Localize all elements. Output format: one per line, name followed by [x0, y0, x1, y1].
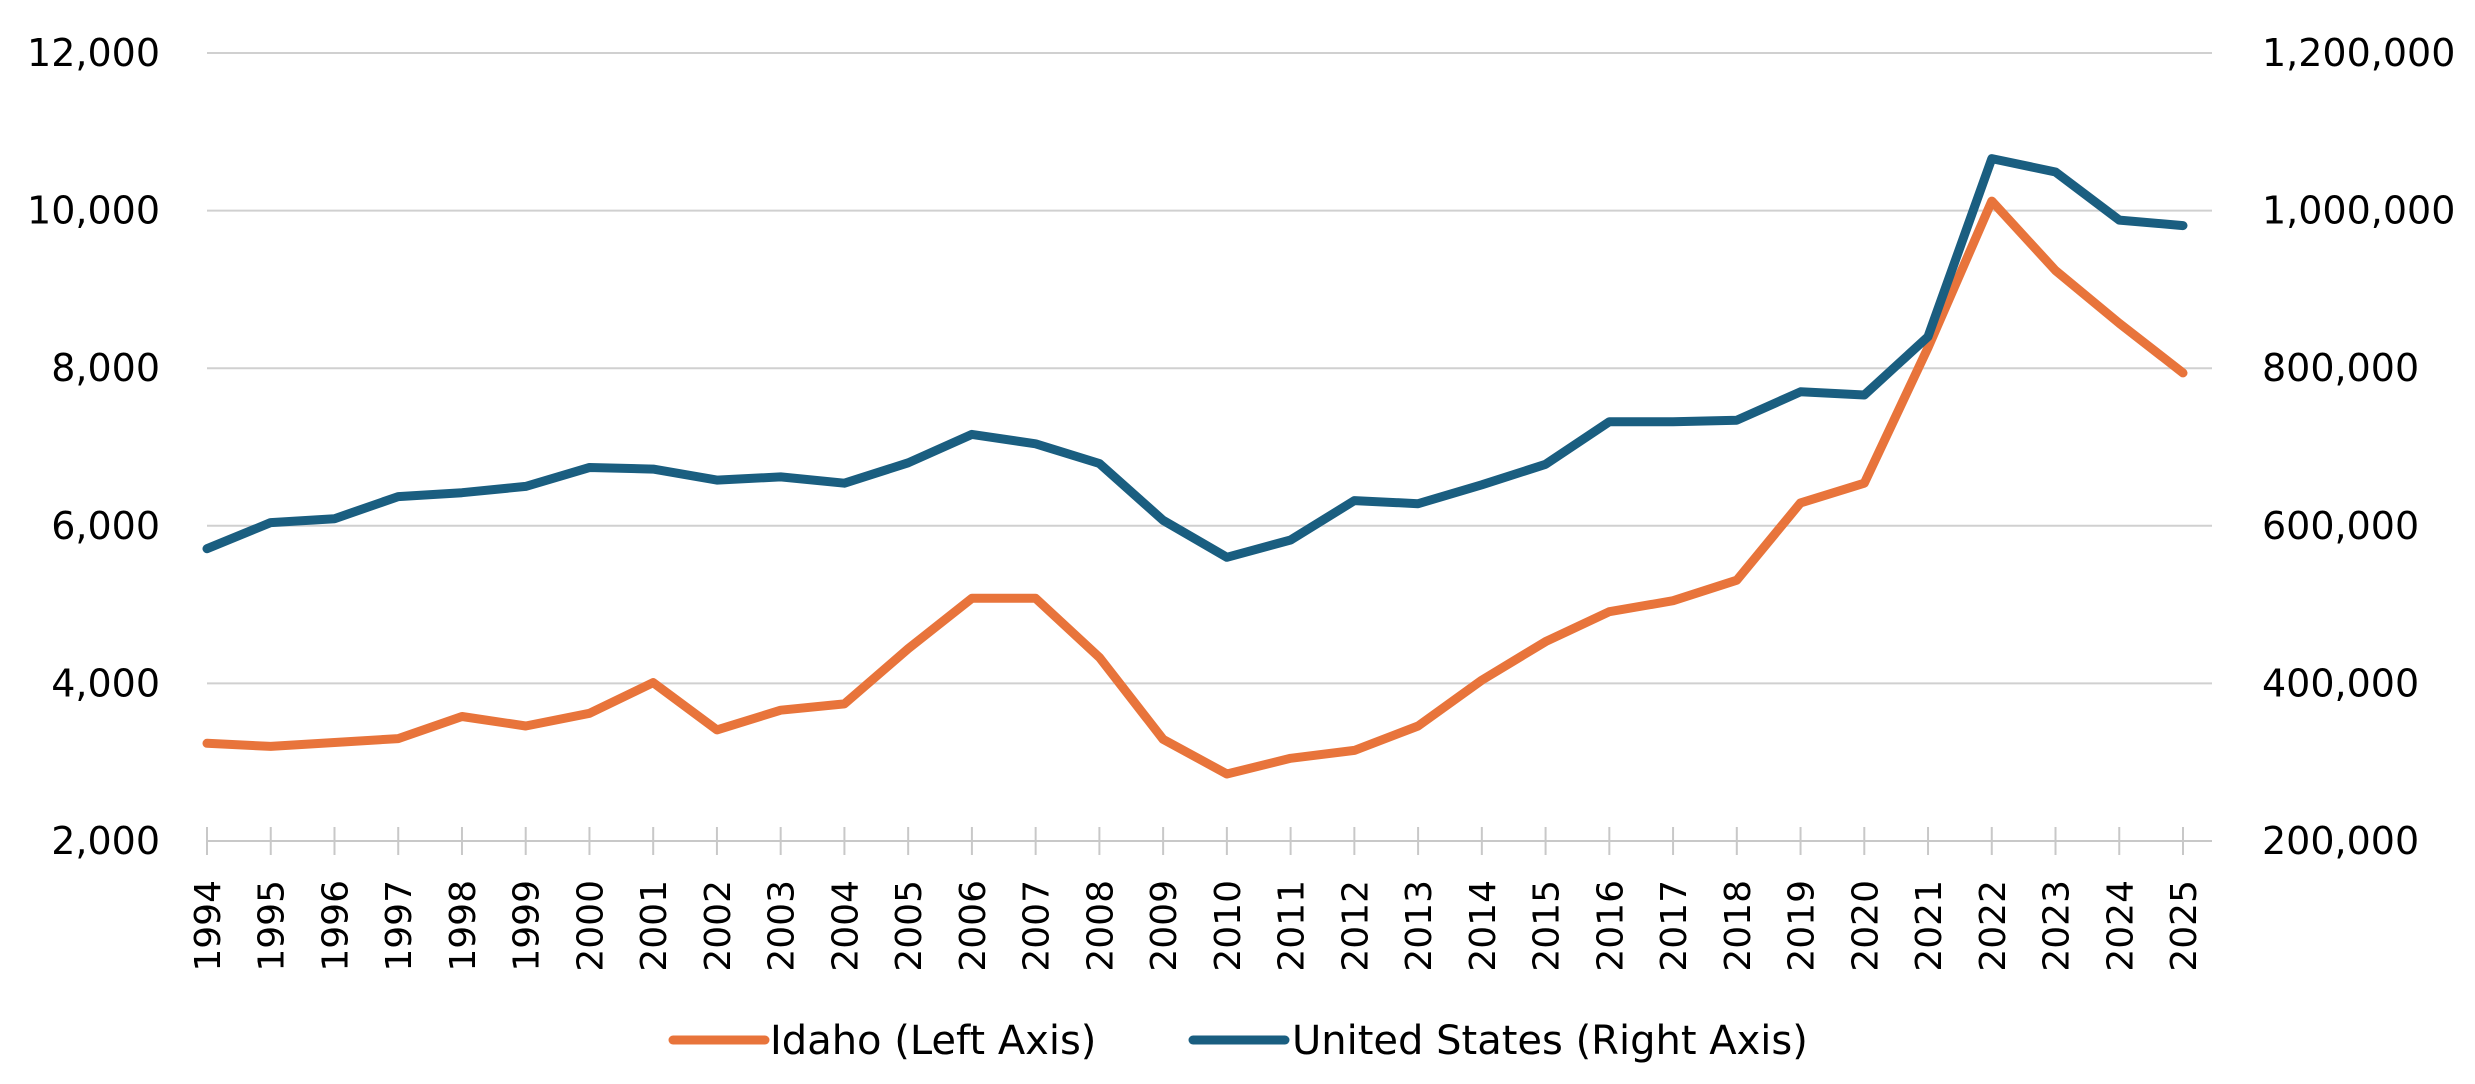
right-tick-label: 1,200,000: [2262, 31, 2455, 75]
series-lines: [202, 154, 2188, 779]
x-tick-label: 2018: [1718, 880, 1759, 972]
left-tick-label: 6,000: [51, 504, 160, 548]
x-tick-label: 2002: [698, 880, 739, 972]
x-tick-label: 2022: [1973, 880, 2014, 972]
x-tick-label: 2015: [1527, 880, 1568, 972]
x-axis-tick-labels: 1994 1995 1996 1997 1998 1999 2000 2001 2002 2003…: [188, 880, 2205, 972]
x-tick-label: 2006: [953, 880, 994, 972]
x-tick-label: 2023: [2037, 880, 2078, 972]
x-tick-label: 2004: [825, 880, 866, 972]
x-tick-label: 1994: [188, 880, 229, 972]
left-axis-tick-labels: 2,000 4,000 6,000 8,000 10,000 12,000: [27, 31, 160, 863]
x-tick-label: 2003: [762, 880, 803, 972]
left-tick-label: 10,000: [27, 189, 160, 233]
x-tick-label: 2024: [2100, 880, 2141, 972]
left-tick-label: 8,000: [51, 346, 160, 390]
x-tick-label: 1999: [507, 880, 548, 972]
x-tick-label: 2009: [1144, 880, 1185, 972]
x-tick-label: 2011: [1272, 880, 1313, 972]
right-tick-label: 600,000: [2262, 504, 2419, 548]
right-axis-tick-labels: 200,000 400,000 600,000 800,000 1,000,000 1,2…: [2262, 31, 2455, 863]
x-tick-label: 2008: [1080, 880, 1121, 972]
x-tick-label: 2010: [1208, 880, 1249, 972]
left-tick-label: 12,000: [27, 31, 160, 75]
left-tick-label: 2,000: [51, 819, 160, 863]
right-tick-label: 800,000: [2262, 346, 2419, 390]
x-tick-label: 2021: [1909, 880, 1950, 972]
gridlines: [207, 52, 2212, 685]
x-tick-label: 2012: [1335, 880, 1376, 972]
x-tick-label: 1996: [315, 880, 356, 972]
x-tick-label: 2017: [1654, 880, 1695, 972]
x-tick-label: 2007: [1017, 880, 1058, 972]
right-tick-label: 1,000,000: [2262, 189, 2455, 233]
x-tick-label: 2014: [1463, 880, 1504, 972]
left-tick-label: 4,000: [51, 661, 160, 705]
legend-label-idaho: Idaho (Left Axis): [770, 1018, 1096, 1064]
legend: Idaho (Left Axis) United States (Right Ax…: [668, 1018, 1808, 1064]
x-tick-label: 2025: [2164, 880, 2205, 972]
x-tick-label: 1995: [252, 880, 293, 972]
right-tick-label: 200,000: [2262, 819, 2419, 863]
legend-label-united-states: United States (Right Axis): [1292, 1018, 1808, 1064]
x-tick-label: 1997: [379, 880, 420, 972]
x-tick-label: 2016: [1590, 880, 1631, 972]
x-tick-label: 2020: [1845, 880, 1886, 972]
right-tick-label: 400,000: [2262, 661, 2419, 705]
series-line-united-states: [202, 154, 2188, 562]
series-line-idaho: [202, 196, 2188, 779]
x-tick-label: 2000: [570, 880, 611, 972]
x-tick-label: 2013: [1399, 880, 1440, 972]
x-tick-label: 2001: [634, 880, 675, 972]
axes: [206, 827, 2212, 855]
x-tick-label: 1998: [443, 880, 484, 972]
x-tick-label: 2019: [1782, 880, 1823, 972]
x-tick-label: 2005: [889, 880, 930, 972]
